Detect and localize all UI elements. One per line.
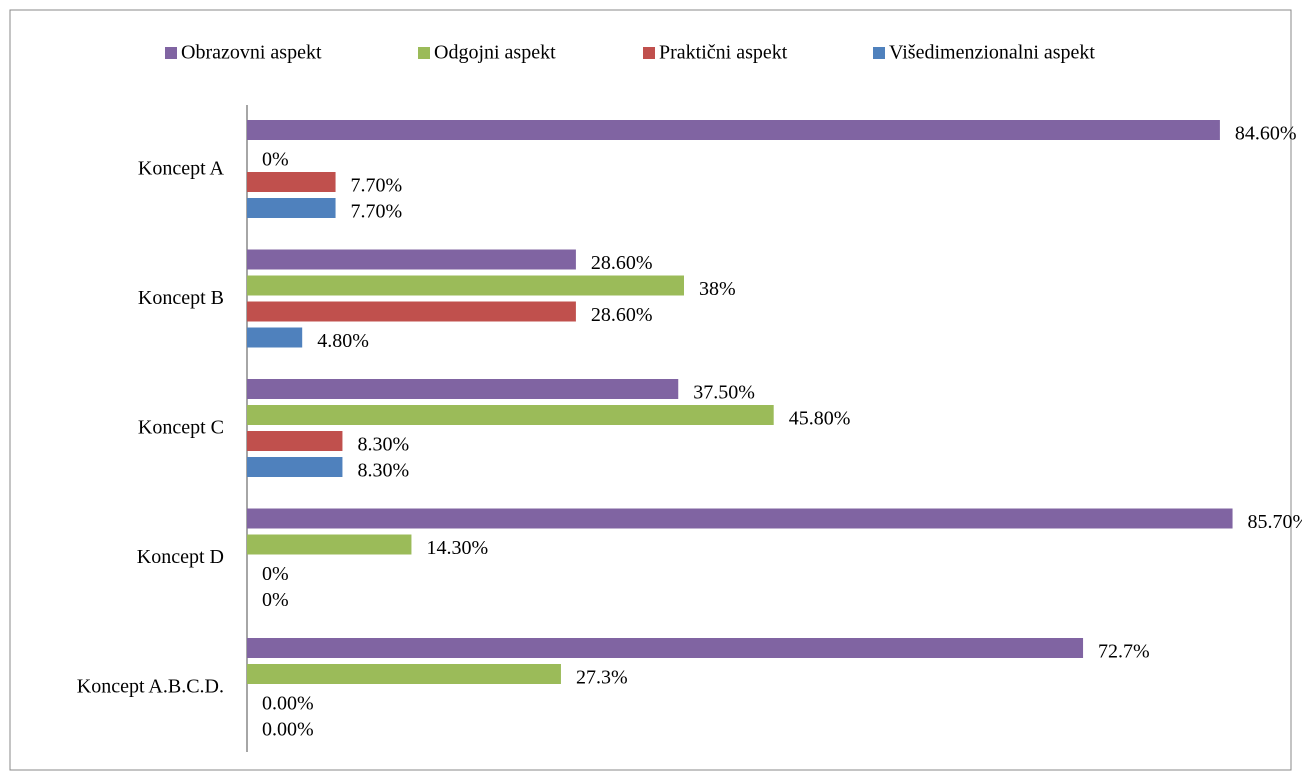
- legend-swatch: [643, 47, 655, 59]
- value-label: 45.80%: [789, 408, 851, 430]
- category-label: Koncept C: [138, 417, 224, 439]
- bar: [247, 172, 336, 192]
- value-label: 4.80%: [317, 330, 369, 352]
- value-label: 28.60%: [591, 304, 653, 326]
- bar: [247, 275, 684, 296]
- legend-swatch: [418, 47, 430, 59]
- bar: [247, 198, 336, 218]
- value-label: 84.60%: [1235, 123, 1297, 145]
- value-label: 0%: [262, 563, 289, 585]
- bar: [247, 508, 1233, 529]
- bar: [247, 327, 303, 348]
- value-label: 37.50%: [693, 382, 755, 404]
- chart-frame: [9, 9, 1292, 771]
- value-label: 85.70%: [1248, 511, 1302, 533]
- value-label: 7.70%: [351, 175, 403, 197]
- legend-label: Obrazovni aspekt: [181, 42, 322, 64]
- value-label: 0.00%: [262, 719, 314, 741]
- value-label: 8.30%: [357, 434, 409, 456]
- legend-label: Višedimenzionalni aspekt: [889, 42, 1095, 64]
- bar: [247, 664, 561, 684]
- value-label: 0%: [262, 589, 289, 611]
- bar: [247, 379, 679, 399]
- value-label: 7.70%: [351, 201, 403, 223]
- legend-label: Praktični aspekt: [659, 42, 788, 64]
- value-label: 8.30%: [357, 460, 409, 482]
- bar: [247, 638, 1084, 658]
- bar: [247, 457, 343, 477]
- legend-swatch: [165, 47, 177, 59]
- category-label: Koncept A.B.C.D.: [77, 676, 224, 698]
- bar: [247, 301, 576, 322]
- value-label: 0.00%: [262, 693, 314, 715]
- value-label: 28.60%: [591, 252, 653, 274]
- bar: [247, 249, 576, 270]
- value-label: 14.30%: [426, 537, 488, 559]
- bar: [247, 405, 774, 425]
- value-label: 27.3%: [576, 667, 628, 689]
- value-label: 72.7%: [1098, 641, 1150, 663]
- bar: [247, 431, 343, 451]
- value-label: 0%: [262, 149, 289, 171]
- category-label: Koncept A: [138, 158, 225, 180]
- category-label: Koncept D: [137, 546, 224, 568]
- value-label: 38%: [699, 278, 736, 300]
- bar: [247, 534, 412, 555]
- category-label: Koncept B: [138, 287, 224, 309]
- legend-swatch: [873, 47, 885, 59]
- bar: [247, 120, 1220, 140]
- legend-label: Odgojni aspekt: [434, 42, 556, 64]
